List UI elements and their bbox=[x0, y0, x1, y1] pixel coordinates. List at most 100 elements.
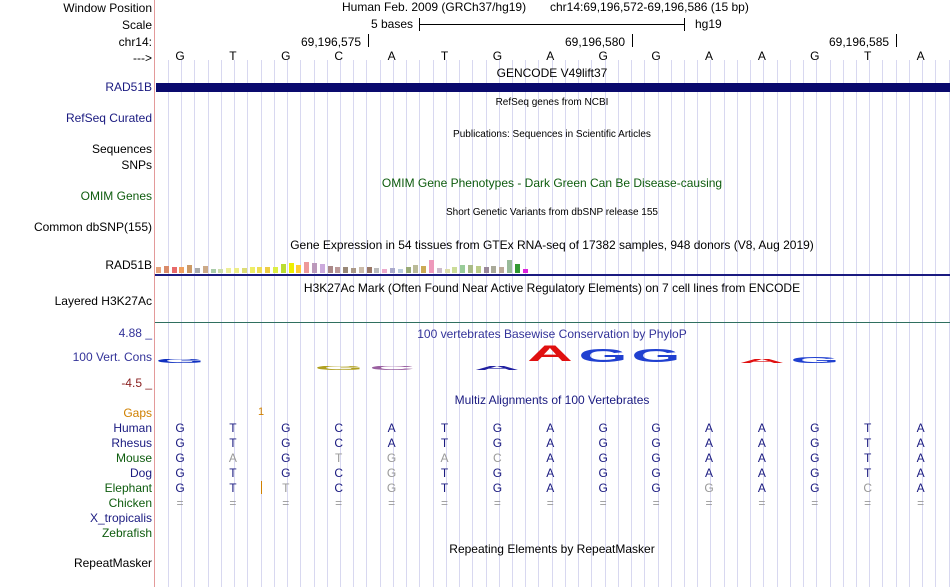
refseq-track-label[interactable]: RefSeq Curated bbox=[65, 111, 152, 125]
grid-line bbox=[657, 60, 659, 587]
gtex-tissue-bar[interactable] bbox=[218, 269, 224, 273]
gtex-tissue-bar[interactable] bbox=[483, 267, 489, 273]
publications-snps-label[interactable]: SNPs bbox=[121, 158, 152, 172]
species-label[interactable]: Dog bbox=[129, 466, 152, 480]
alignment-base: G bbox=[281, 466, 291, 480]
gtex-tissue-bar[interactable] bbox=[405, 267, 411, 273]
gtex-tissue-bar[interactable] bbox=[499, 267, 505, 273]
alignment-base: G bbox=[598, 466, 608, 480]
species-label[interactable]: Rhesus bbox=[111, 436, 152, 450]
repeatmasker-track-label[interactable]: RepeatMasker bbox=[73, 556, 152, 570]
gtex-tissue-bar[interactable] bbox=[460, 265, 466, 273]
phylop-logo-letter: G bbox=[155, 359, 205, 365]
dbsnp-track-title: Short Genetic Variants from dbSNP releas… bbox=[446, 207, 658, 218]
grid-line bbox=[326, 60, 328, 587]
gtex-tissue-bar[interactable] bbox=[296, 265, 302, 273]
alignment-base: G bbox=[175, 451, 185, 465]
gtex-tissue-bar[interactable] bbox=[468, 265, 473, 273]
alignment-base: A bbox=[704, 421, 713, 435]
gencode-track-label[interactable]: RAD51B bbox=[105, 80, 152, 94]
gtex-tissue-bar[interactable] bbox=[195, 268, 200, 273]
species-label[interactable]: Chicken bbox=[108, 496, 152, 510]
gtex-tissue-bar[interactable] bbox=[327, 266, 333, 273]
gtex-tissue-bar[interactable] bbox=[522, 269, 528, 273]
alignment-base: A bbox=[387, 421, 396, 435]
alignment-base: G bbox=[492, 466, 503, 480]
gtex-tissue-bar[interactable] bbox=[429, 260, 434, 273]
grid-line bbox=[498, 60, 500, 587]
gtex-tissue-bar[interactable] bbox=[234, 268, 239, 273]
gtex-tissue-bar[interactable] bbox=[226, 268, 232, 273]
gtex-tissue-bar[interactable] bbox=[241, 268, 247, 273]
gtex-tissue-bar[interactable] bbox=[171, 267, 177, 273]
h3k27ac-track-label[interactable]: Layered H3K27Ac bbox=[54, 294, 152, 308]
alignment-base: G bbox=[651, 451, 661, 465]
publications-sequences-label[interactable]: Sequences bbox=[91, 142, 152, 156]
gtex-tissue-bar[interactable] bbox=[288, 263, 294, 273]
dbsnp-track-label[interactable]: Common dbSNP(155) bbox=[33, 220, 152, 234]
gtex-tissue-bar[interactable] bbox=[249, 267, 255, 273]
gtex-tissue-bar[interactable] bbox=[452, 267, 458, 273]
gtex-tissue-bar[interactable] bbox=[343, 267, 349, 273]
gtex-tissue-bar[interactable] bbox=[179, 267, 185, 273]
species-label[interactable]: Elephant bbox=[104, 481, 152, 495]
base-letter: T bbox=[440, 49, 449, 63]
alignment-base: = bbox=[440, 496, 448, 510]
gtex-tissue-bar[interactable] bbox=[210, 269, 216, 273]
alignment-base: A bbox=[757, 451, 766, 465]
gtex-tissue-bar[interactable] bbox=[265, 267, 271, 273]
base-letter: G bbox=[281, 49, 291, 63]
species-label[interactable]: Mouse bbox=[115, 451, 152, 465]
alignment-base: = bbox=[176, 496, 184, 510]
alignment-base: T bbox=[864, 466, 872, 480]
gtex-tissue-bar[interactable] bbox=[436, 268, 442, 273]
gtex-expression-bars[interactable] bbox=[156, 252, 556, 273]
species-label[interactable]: Human bbox=[113, 421, 152, 435]
gtex-tissue-bar[interactable] bbox=[366, 267, 372, 273]
species-label[interactable]: Zebrafish bbox=[101, 526, 152, 540]
gtex-tissue-bar[interactable] bbox=[507, 260, 512, 273]
gtex-tissue-bar[interactable] bbox=[312, 263, 317, 273]
gtex-tissue-bar[interactable] bbox=[382, 269, 388, 273]
grid-line bbox=[445, 60, 447, 587]
alignment-base: C bbox=[334, 421, 344, 435]
gtex-tissue-bar[interactable] bbox=[202, 266, 208, 273]
gtex-tissue-bar[interactable] bbox=[163, 266, 169, 273]
alignment-base: = bbox=[758, 496, 766, 510]
alignment-base: A bbox=[916, 481, 925, 495]
grid-line bbox=[750, 60, 752, 587]
chrom-label: chr14: bbox=[118, 35, 152, 49]
alignment-base: G bbox=[704, 481, 714, 495]
gtex-tissue-bar[interactable] bbox=[273, 267, 278, 273]
alignment-base: G bbox=[598, 436, 608, 450]
alignment-base: A bbox=[228, 451, 237, 465]
scale-bar-left-tick bbox=[419, 18, 420, 31]
gtex-tissue-bar[interactable] bbox=[156, 267, 161, 273]
grid-line bbox=[591, 60, 593, 587]
gtex-tissue-bar[interactable] bbox=[187, 265, 193, 273]
omim-track-label[interactable]: OMIM Genes bbox=[80, 189, 152, 203]
gtex-tissue-bar[interactable] bbox=[514, 264, 520, 273]
gtex-tissue-bar[interactable] bbox=[351, 268, 356, 273]
gtex-tissue-bar[interactable] bbox=[280, 264, 286, 273]
gtex-tissue-bar[interactable] bbox=[421, 266, 427, 273]
scale-bar bbox=[419, 24, 685, 25]
rad51b-gene-feature[interactable] bbox=[156, 83, 950, 92]
grid-line bbox=[670, 60, 672, 587]
gtex-tissue-bar[interactable] bbox=[444, 269, 450, 273]
gtex-tissue-bar[interactable] bbox=[475, 266, 481, 273]
gtex-tissue-bar[interactable] bbox=[374, 268, 380, 273]
species-label[interactable]: X_tropicalis bbox=[89, 511, 152, 525]
gtex-tissue-bar[interactable] bbox=[257, 267, 263, 273]
gtex-tissue-bar[interactable] bbox=[491, 266, 497, 273]
gtex-tissue-bar[interactable] bbox=[304, 262, 310, 273]
gtex-tissue-bar[interactable] bbox=[397, 269, 403, 273]
grid-line bbox=[816, 60, 818, 587]
gtex-track-label[interactable]: RAD51B bbox=[105, 258, 152, 272]
gtex-tissue-bar[interactable] bbox=[413, 265, 419, 273]
gtex-tissue-bar[interactable] bbox=[390, 268, 395, 273]
gtex-tissue-bar[interactable] bbox=[335, 267, 341, 273]
gtex-tissue-bar[interactable] bbox=[358, 267, 364, 273]
gtex-tissue-bar[interactable] bbox=[319, 264, 325, 273]
phylop-track-label[interactable]: 100 Vert. Cons bbox=[72, 350, 152, 364]
